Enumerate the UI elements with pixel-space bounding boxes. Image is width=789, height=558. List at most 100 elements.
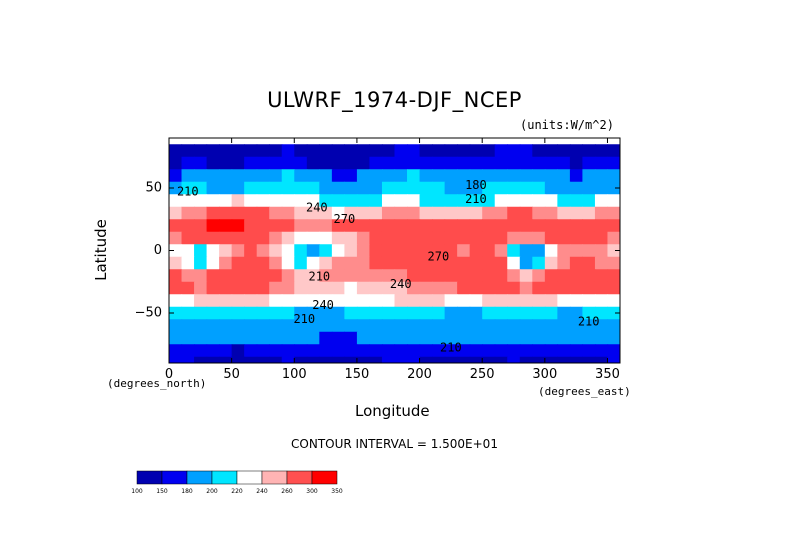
heatmap-cell	[306, 231, 320, 245]
heatmap-cell	[231, 231, 245, 245]
heatmap-cell	[469, 156, 483, 170]
heatmap-cell	[432, 294, 446, 308]
heatmap-cell	[206, 169, 220, 183]
heatmap-cell	[419, 294, 433, 308]
heatmap-cell	[507, 256, 521, 270]
heatmap-cell	[294, 319, 308, 333]
heatmap-cell	[356, 244, 371, 258]
heatmap-cell	[569, 294, 584, 308]
heatmap-cell	[244, 194, 258, 208]
heatmap-cell	[582, 169, 596, 183]
heatmap-cell	[331, 169, 345, 183]
heatmap-cell	[344, 206, 358, 220]
heatmap-cell	[507, 306, 521, 320]
heatmap-cell	[269, 294, 283, 308]
heatmap-cell	[519, 269, 533, 283]
heatmap-cell	[256, 169, 270, 183]
heatmap-cell	[369, 219, 383, 233]
heatmap-cell	[544, 144, 558, 158]
heatmap-cell	[494, 219, 508, 233]
heatmap-cell	[206, 356, 220, 363]
heatmap-cell	[544, 281, 558, 295]
heatmap-cell	[569, 144, 584, 158]
heatmap-cell	[607, 344, 620, 358]
heatmap-cell	[482, 294, 496, 308]
heatmap-cell	[469, 344, 483, 358]
heatmap-cell	[269, 256, 283, 270]
heatmap-cell	[244, 269, 258, 283]
heatmap-cell	[231, 281, 245, 295]
heatmap-field	[169, 144, 620, 363]
heatmap-cell	[582, 206, 596, 220]
heatmap-cell	[469, 331, 483, 345]
heatmap-cell	[206, 344, 220, 358]
heatmap-cell	[331, 181, 345, 195]
heatmap-cell	[381, 206, 396, 220]
heatmap-cell	[557, 194, 571, 208]
heatmap-cell	[169, 344, 183, 358]
heatmap-cell	[582, 269, 596, 283]
heatmap-cell	[256, 269, 270, 283]
heatmap-cell	[231, 144, 245, 158]
heatmap-cell	[494, 356, 508, 363]
contour-label: 210	[578, 314, 600, 328]
heatmap-cell	[582, 306, 596, 320]
contour-interval-label: CONTOUR INTERVAL = 1.500E+01	[291, 437, 498, 451]
heatmap-cell	[344, 244, 358, 258]
heatmap-cell	[419, 156, 433, 170]
heatmap-cell	[444, 319, 458, 333]
heatmap-cell	[319, 219, 333, 233]
heatmap-cell	[244, 356, 258, 363]
heatmap-cell	[181, 219, 195, 233]
heatmap-cell	[544, 356, 558, 363]
heatmap-cell	[444, 194, 458, 208]
heatmap-cell	[594, 319, 609, 333]
heatmap-cell	[244, 206, 258, 220]
heatmap-cell	[381, 194, 396, 208]
units-label: (units:W/m^2)	[520, 118, 614, 132]
heatmap-cell	[219, 256, 233, 270]
heatmap-cell	[607, 294, 620, 308]
heatmap-cell	[607, 281, 620, 295]
heatmap-cell	[281, 256, 295, 270]
heatmap-cell	[256, 144, 270, 158]
heatmap-cell	[219, 219, 233, 233]
heatmap-cell	[582, 344, 596, 358]
heatmap-cell	[294, 169, 308, 183]
heatmap-cell	[244, 319, 258, 333]
heatmap-cell	[457, 219, 471, 233]
heatmap-cell	[582, 294, 596, 308]
heatmap-cell	[194, 219, 208, 233]
heatmap-cell	[457, 306, 471, 320]
heatmap-cell	[344, 181, 358, 195]
heatmap-cell	[319, 294, 333, 308]
heatmap-cell	[507, 319, 521, 333]
heatmap-cell	[494, 294, 508, 308]
heatmap-cell	[319, 181, 333, 195]
heatmap-cell	[419, 231, 433, 245]
heatmap-cell	[507, 344, 521, 358]
heatmap-cell	[269, 169, 283, 183]
heatmap-cell	[369, 244, 383, 258]
heatmap-cell	[569, 206, 584, 220]
heatmap-cell	[194, 356, 208, 363]
heatmap-cell	[594, 231, 609, 245]
heatmap-cell	[319, 281, 333, 295]
heatmap-cell	[181, 256, 195, 270]
heatmap-cell	[494, 194, 508, 208]
heatmap-cell	[206, 269, 220, 283]
heatmap-cell	[244, 294, 258, 308]
heatmap-cell	[244, 219, 258, 233]
heatmap-cell	[294, 294, 308, 308]
colorbar-label: 150	[156, 488, 168, 495]
heatmap-cell	[594, 269, 609, 283]
heatmap-cell	[306, 281, 320, 295]
heatmap-cell	[244, 331, 258, 345]
heatmap-cell	[169, 356, 183, 363]
heatmap-cell	[206, 319, 220, 333]
heatmap-cell	[607, 356, 620, 363]
heatmap-cell	[231, 156, 245, 170]
heatmap-cell	[294, 256, 308, 270]
heatmap-cell	[231, 331, 245, 345]
heatmap-cell	[206, 306, 220, 320]
